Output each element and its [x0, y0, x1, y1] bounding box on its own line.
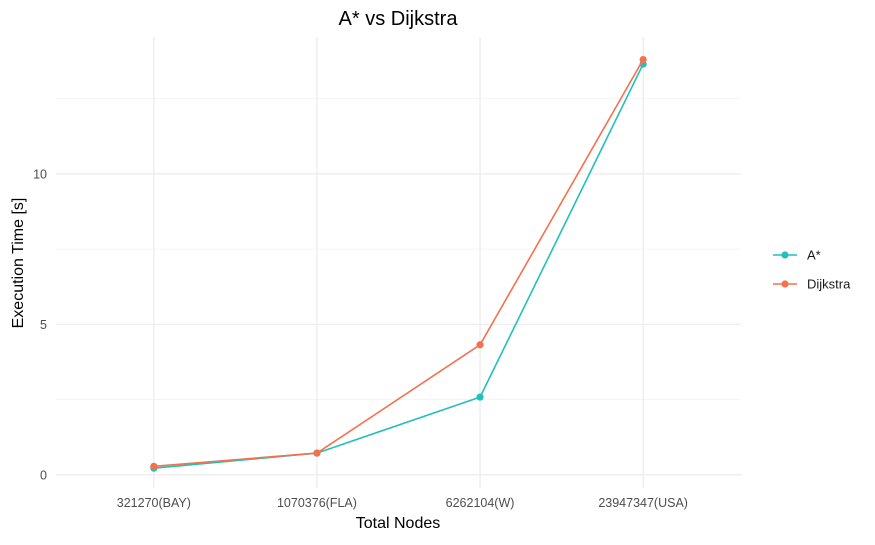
x-tick-label: 23947347(USA) — [598, 496, 688, 510]
legend: A* Dijkstra — [773, 248, 851, 292]
y-tick-label: 10 — [33, 167, 47, 181]
data-point — [150, 462, 158, 470]
data-point — [476, 341, 484, 349]
y-axis-ticks: 0 5 10 — [33, 167, 47, 482]
series-line — [153, 59, 644, 468]
series-dijkstra — [150, 55, 647, 470]
grid-lines — [56, 37, 741, 488]
y-axis-title: Execution Time [s] — [10, 198, 27, 329]
data-point — [313, 449, 321, 457]
x-tick-label: 1070376(FLA) — [277, 496, 357, 510]
x-axis-ticks: 321270(BAY) 1070376(FLA) 6262104(W) 2394734… — [117, 496, 688, 510]
data-point — [639, 55, 647, 64]
data-point — [476, 393, 484, 401]
x-tick-label: 321270(BAY) — [117, 496, 191, 510]
y-tick-label: 0 — [40, 468, 47, 482]
legend-label: A* — [807, 248, 821, 263]
legend-item: A* — [773, 248, 821, 263]
series-line — [153, 63, 644, 469]
legend-key-point — [781, 280, 789, 288]
x-tick-label: 6262104(W) — [446, 496, 515, 510]
legend-label: Dijkstra — [807, 277, 851, 292]
series-a — [150, 60, 647, 472]
legend-item: Dijkstra — [773, 277, 851, 292]
chart-title: A* vs Dijkstra — [339, 8, 459, 30]
x-axis-title: Total Nodes — [356, 515, 441, 532]
series-lines — [150, 55, 647, 472]
legend-key-point — [781, 251, 789, 259]
y-tick-label: 5 — [40, 318, 47, 332]
